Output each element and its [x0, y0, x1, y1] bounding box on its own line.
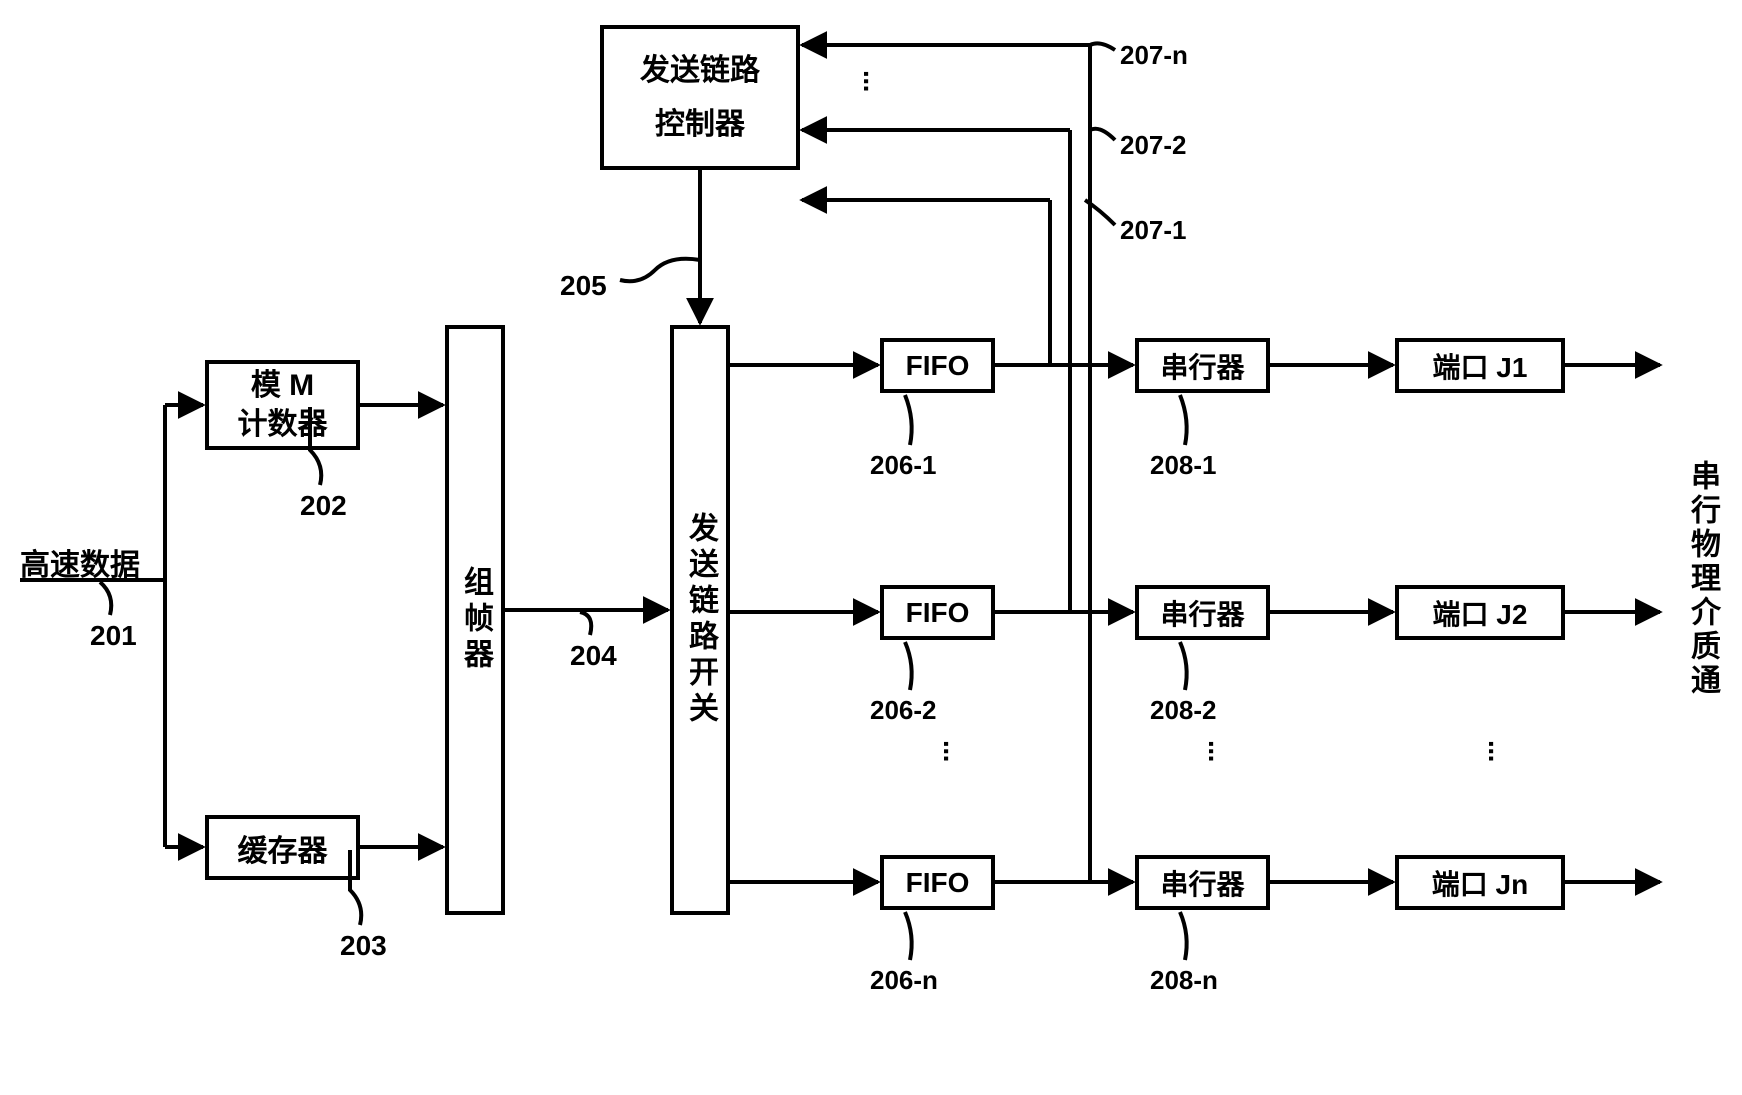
port-n-block: 端口 Jn: [1395, 855, 1565, 910]
ref-207-1-label: 207-1: [1120, 215, 1187, 246]
serializer-1-block: 串行器: [1135, 338, 1270, 393]
fifo-2-block: FIFO: [880, 585, 995, 640]
serializer-n-block: 串行器: [1135, 855, 1270, 910]
fifo-n-block: FIFO: [880, 855, 995, 910]
ref-201-label: 201: [90, 620, 137, 652]
ref-205-label: 205: [560, 270, 607, 302]
right-output-label: 串行物理介质通: [1680, 460, 1724, 698]
dots-serializer-icon: ···: [1195, 740, 1227, 762]
ref-206-n-label: 206-n: [870, 965, 938, 996]
buffer-block: 缓存器: [205, 815, 360, 880]
mod-m-counter-block: 模 M 计数器: [205, 360, 360, 450]
tx-link-switch-block: 发送链路开关: [670, 325, 730, 915]
fifo-1-block: FIFO: [880, 338, 995, 393]
dots-fifo-icon: ···: [930, 740, 962, 762]
serializer-2-block: 串行器: [1135, 585, 1270, 640]
port-1-block: 端口 J1: [1395, 338, 1565, 393]
tx-link-controller-block: 发送链路 控制器: [600, 25, 800, 170]
diagram-svg-overlay: [0, 0, 1742, 1095]
ref-207-n-label: 207-n: [1120, 40, 1188, 71]
ref-208-2-label: 208-2: [1150, 695, 1217, 726]
ref-202-label: 202: [300, 490, 347, 522]
port-2-block: 端口 J2: [1395, 585, 1565, 640]
ref-208-1-label: 208-1: [1150, 450, 1217, 481]
dots-port-icon: ···: [1475, 740, 1507, 762]
dots-controller-icon: ···: [850, 70, 882, 92]
ref-204-label: 204: [570, 640, 617, 672]
ref-203-label: 203: [340, 930, 387, 962]
input-data-label: 高速数据: [20, 540, 140, 584]
ref-206-1-label: 206-1: [870, 450, 937, 481]
ref-208-n-label: 208-n: [1150, 965, 1218, 996]
ref-206-2-label: 206-2: [870, 695, 937, 726]
ref-207-2-label: 207-2: [1120, 130, 1187, 161]
framer-block: 组帧器: [445, 325, 505, 915]
